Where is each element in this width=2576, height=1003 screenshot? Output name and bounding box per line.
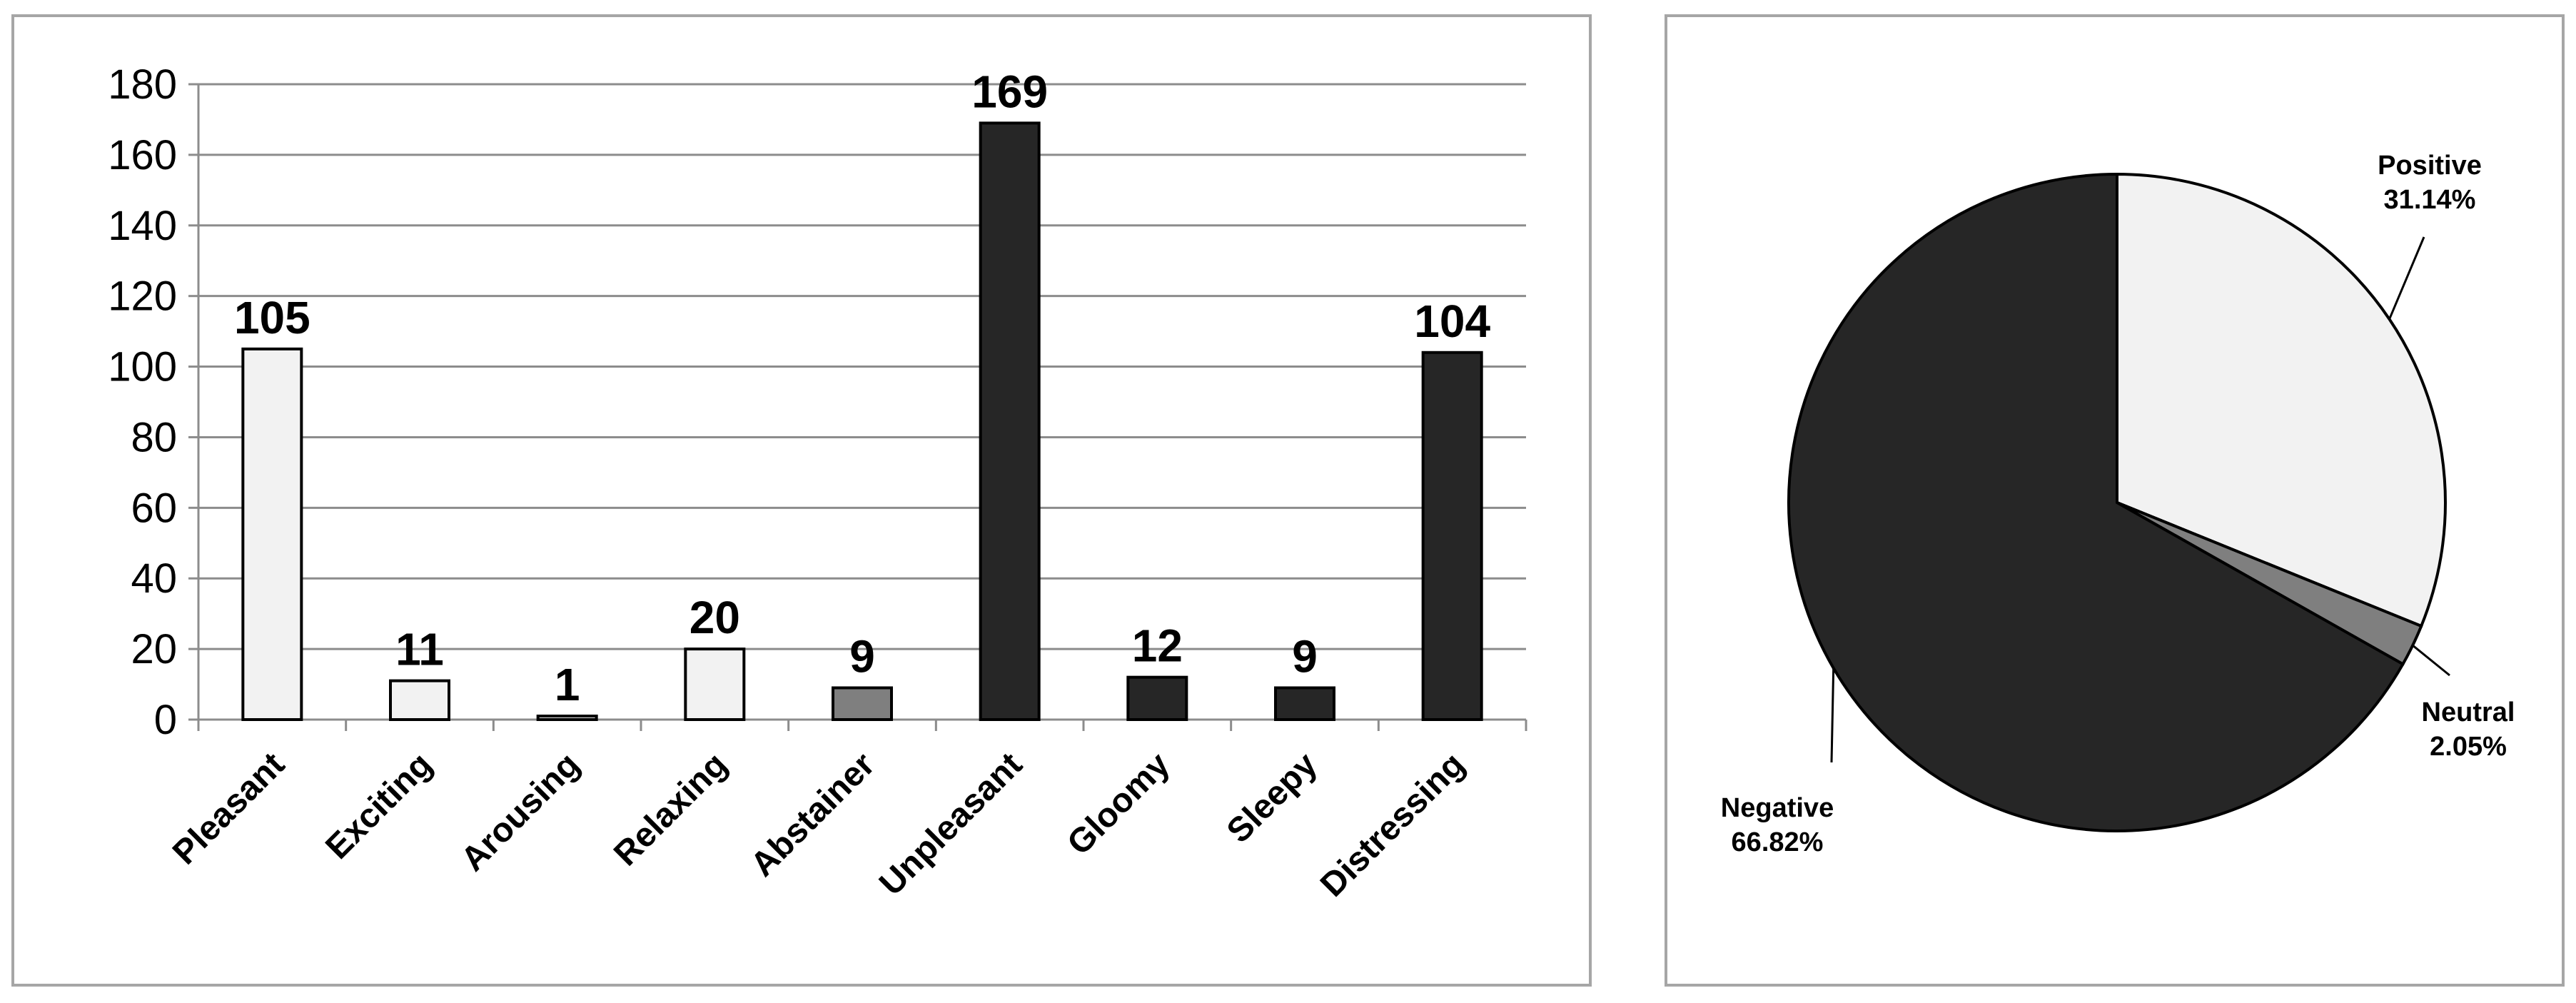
data-label: 9 bbox=[849, 631, 875, 682]
pie-label-percent: 66.82% bbox=[1732, 827, 1824, 857]
pie-label-name: Neutral bbox=[2422, 697, 2515, 727]
data-label: 9 bbox=[1292, 631, 1318, 682]
x-category-label: Arousing bbox=[454, 745, 587, 878]
data-label: 11 bbox=[395, 624, 444, 675]
pie-label-percent: 31.14% bbox=[2384, 185, 2476, 215]
pie-slice-positive bbox=[2116, 172, 2447, 628]
bar-chart-panel: 0 20 40 60 80 100 120 140 160 180 105 Pleasant 11 Exc… bbox=[11, 14, 1592, 987]
x-category-label: Gloomy bbox=[1060, 745, 1177, 862]
bar-distressing bbox=[1421, 351, 1483, 721]
leader-line bbox=[1830, 667, 1835, 763]
bar-relaxing bbox=[684, 647, 746, 721]
data-label: 12 bbox=[1132, 620, 1183, 672]
bar-pleasant bbox=[241, 347, 303, 722]
leader-line bbox=[2388, 236, 2425, 320]
x-category-label: Relaxing bbox=[607, 745, 734, 873]
x-category-label: Exciting bbox=[318, 745, 439, 866]
bar-abstainer bbox=[832, 686, 893, 721]
y-tick-label: 20 bbox=[131, 626, 177, 672]
y-tick-label: 40 bbox=[131, 555, 177, 602]
bar-sleepy bbox=[1274, 686, 1335, 721]
bar-arousing bbox=[536, 715, 598, 721]
y-tick-label: 160 bbox=[108, 132, 177, 178]
data-label: 104 bbox=[1414, 296, 1490, 347]
x-category-label: Pleasant bbox=[166, 745, 292, 872]
pie-chart-panel: Positive 31.14% Neutral 2.05% Negative 66.82% bbox=[1665, 14, 2565, 987]
pie-label-name: Positive bbox=[2378, 151, 2482, 181]
y-tick-label: 140 bbox=[108, 203, 177, 249]
bar-gloomy bbox=[1126, 675, 1188, 722]
pie-label-percent: 2.05% bbox=[2430, 732, 2507, 762]
y-tick-label: 120 bbox=[108, 273, 177, 320]
x-category-label: Distressing bbox=[1313, 745, 1472, 904]
bar-exciting bbox=[389, 679, 450, 721]
y-tick-label: 0 bbox=[154, 697, 177, 743]
x-category-label: Unpleasant bbox=[872, 745, 1029, 902]
bar-unpleasant bbox=[979, 121, 1041, 721]
data-label: 20 bbox=[690, 592, 740, 643]
x-category-label: Sleepy bbox=[1220, 745, 1325, 850]
y-tick-label: 80 bbox=[131, 414, 177, 460]
pie-slice-negative bbox=[1787, 172, 2405, 832]
y-tick-label: 180 bbox=[108, 61, 177, 108]
y-tick-label: 100 bbox=[108, 344, 177, 390]
pie-label-name: Negative bbox=[1721, 793, 1834, 823]
leader-line bbox=[2412, 644, 2450, 677]
data-label: 169 bbox=[971, 66, 1048, 117]
y-tick-label: 60 bbox=[131, 485, 177, 531]
data-label: 1 bbox=[555, 659, 580, 710]
data-label: 105 bbox=[234, 292, 310, 343]
x-category-label: Abstainer bbox=[744, 745, 882, 884]
pie-chart: Positive 31.14% Neutral 2.05% Negative 66.82% bbox=[1721, 151, 2515, 857]
bar-chart: 020406080100120140160180105Pleasant11Exc… bbox=[108, 61, 1527, 904]
